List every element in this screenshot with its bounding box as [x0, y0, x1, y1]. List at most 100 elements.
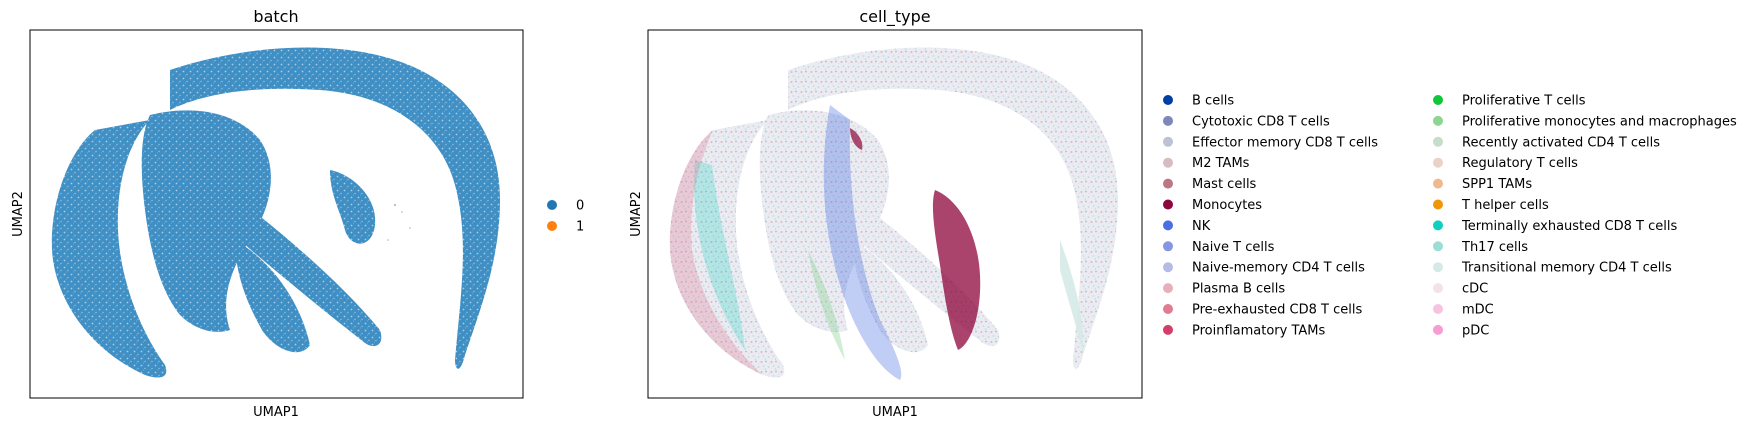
batch-cluster-hook: [330, 170, 376, 244]
cell-type-legend-marker: [1433, 304, 1443, 314]
batch-legend-marker: [547, 200, 557, 210]
cell-type-legend-item: Regulatory T cells: [1433, 156, 1578, 171]
batch-xlabel: UMAP1: [253, 405, 299, 420]
cell-type-xlabel: UMAP1: [872, 405, 918, 420]
cell-type-legend-marker: [1163, 95, 1173, 105]
cell-type-legend-marker: [1163, 324, 1173, 335]
cell-type-legend: B cells Cytotoxic CD8 T cells Effector mem…: [1163, 94, 1737, 338]
cell-type-legend-item: Cytotoxic CD8 T cells: [1163, 114, 1330, 129]
cell-type-legend-label: Naive T cells: [1192, 240, 1275, 255]
cell-type-legend-marker: [1163, 220, 1173, 231]
cell-type-legend-marker: [1433, 241, 1443, 252]
cell-type-legend-marker: [1433, 136, 1443, 147]
cell-type-legend-marker: [1163, 199, 1173, 210]
cell-type-cluster-lower: [853, 240, 928, 353]
cell-type-legend-item: Effector memory CD8 T cells: [1163, 135, 1378, 150]
cell-type-legend-item: SPP1 TAMs: [1433, 177, 1532, 192]
cell-type-legend-label: Proinflamatory TAMs: [1192, 323, 1326, 338]
cell-type-legend-label: Mast cells: [1192, 177, 1257, 192]
cell-type-ylabel: UMAP2: [629, 191, 644, 237]
cell-type-legend-marker: [1163, 136, 1173, 147]
cell-type-legend-marker: [1433, 157, 1443, 168]
cell-type-legend-label: Plasma B cells: [1192, 282, 1285, 297]
batch-cluster-lower: [235, 240, 310, 353]
cell-type-legend-label: Th17 cells: [1461, 240, 1528, 255]
cell-type-legend-item: Th17 cells: [1433, 240, 1528, 255]
cell-type-legend-label: Transitional memory CD4 T cells: [1461, 261, 1672, 276]
cell-type-legend-marker: [1433, 95, 1443, 105]
cell-type-axes-frame: [647, 29, 1143, 399]
cell-type-legend-marker: [1433, 178, 1443, 189]
cell-type-legend-marker: [1163, 283, 1173, 294]
cell-type-legend-item: Plasma B cells: [1163, 282, 1285, 297]
batch-legend-item: 0: [547, 199, 584, 214]
batch-legend-marker: [547, 221, 557, 231]
cell-type-legend-item: Recently activated CD4 T cells: [1433, 135, 1660, 150]
cell-type-legend-item: Proliferative monocytes and macrophages: [1433, 114, 1737, 129]
cell-type-legend-marker: [1433, 199, 1443, 210]
cell-type-legend-item: cDC: [1433, 282, 1488, 297]
cell-type-legend-label: pDC: [1462, 323, 1489, 338]
cell-type-legend-label: M2 TAMs: [1192, 156, 1250, 171]
batch-legend-label: 1: [576, 220, 584, 235]
cell-type-legend-item: mDC: [1433, 303, 1494, 318]
cell-type-legend-label: Proliferative monocytes and macrophages: [1462, 114, 1737, 129]
batch-panel: batch UMA: [11, 7, 584, 420]
cell-type-cluster-arc: [788, 47, 1118, 369]
cell-type-title: cell_type: [859, 7, 930, 27]
cell-type-legend-label: cDC: [1462, 282, 1488, 297]
batch-cluster-streak: [200, 170, 382, 347]
cell-type-legend-marker: [1433, 262, 1443, 273]
cell-type-legend-marker: [1433, 324, 1443, 335]
cell-type-panel: cell_type UMAP1 UMAP2: [629, 7, 1737, 420]
cell-type-legend-label: Terminally exhausted CD8 T cells: [1461, 219, 1677, 234]
cell-type-legend-label: Regulatory T cells: [1462, 156, 1578, 171]
cell-type-legend-marker: [1433, 220, 1443, 231]
cell-type-legend-marker: [1163, 178, 1173, 189]
cell-type-monocytes-cluster: [932, 190, 981, 350]
batch-cluster-arc: [170, 47, 500, 369]
cell-type-legend-label: Effector memory CD8 T cells: [1192, 135, 1378, 150]
cell-type-legend-marker: [1163, 304, 1173, 314]
cell-type-cluster-center: [759, 110, 889, 332]
cell-type-legend-label: Monocytes: [1192, 198, 1262, 213]
cell-type-legend-label: B cells: [1192, 94, 1234, 109]
cell-type-pink-rim: [669, 130, 763, 375]
batch-legend-item: 1: [547, 220, 584, 235]
batch-legend: 01: [547, 199, 584, 235]
cell-type-cluster-left: [669, 120, 785, 378]
cell-type-legend-item: Proliferative T cells: [1433, 94, 1586, 109]
cell-type-legend-marker: [1433, 115, 1443, 126]
cell-type-green-streak: [808, 250, 845, 360]
cell-type-legend-marker: [1163, 241, 1173, 252]
cell-type-legend-label: T helper cells: [1461, 198, 1549, 213]
batch-legend-label: 0: [576, 199, 584, 214]
cell-type-teal-streak: [694, 160, 745, 350]
cell-type-pale-tail: [1060, 240, 1084, 355]
cell-type-legend-item: Transitional memory CD4 T cells: [1433, 261, 1672, 276]
cell-type-legend-label: NK: [1192, 219, 1211, 234]
cell-type-legend-item: T helper cells: [1433, 198, 1549, 213]
cell-type-legend-item: Proinflamatory TAMs: [1163, 323, 1326, 338]
cell-type-legend-item: Monocytes: [1163, 198, 1262, 213]
cell-type-legend-item: Terminally exhausted CD8 T cells: [1433, 219, 1677, 234]
cell-type-mast-hook: [850, 128, 863, 150]
cell-type-legend-item: Naive-memory CD4 T cells: [1163, 261, 1365, 276]
batch-scatter-points: [51, 47, 500, 378]
cell-type-legend-label: Proliferative T cells: [1462, 94, 1586, 109]
cell-type-legend-label: Naive-memory CD4 T cells: [1192, 261, 1365, 276]
cell-type-legend-item: Mast cells: [1163, 177, 1257, 192]
cell-type-legend-item: B cells: [1163, 94, 1234, 109]
cell-type-legend-label: Cytotoxic CD8 T cells: [1192, 114, 1330, 129]
batch-cluster-center: [141, 110, 271, 332]
batch-ylabel: UMAP2: [11, 191, 26, 237]
cell-type-blue-band: [823, 105, 902, 380]
cell-type-legend-label: SPP1 TAMs: [1462, 177, 1532, 192]
cell-type-legend-label: mDC: [1462, 303, 1494, 318]
batch-title: batch: [253, 7, 298, 26]
cell-type-legend-item: M2 TAMs: [1163, 156, 1250, 171]
cell-type-legend-marker: [1163, 262, 1173, 273]
cell-type-legend-item: NK: [1163, 219, 1211, 234]
cell-type-legend-marker: [1163, 157, 1173, 168]
